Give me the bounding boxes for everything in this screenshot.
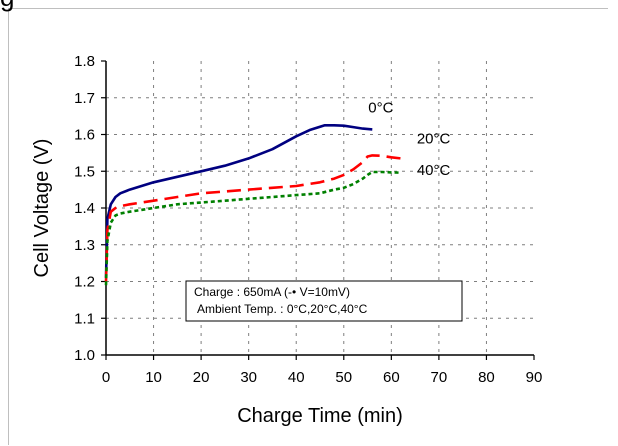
y-tick-label: 1.6 xyxy=(74,127,95,144)
y-tick-label: 1.2 xyxy=(74,274,95,291)
y-tick-labels: 1.0 1.1 1.2 1.3 1.4 1.5 1.6 1.7 1.8 xyxy=(74,53,95,364)
x-tick-label: 30 xyxy=(240,369,257,386)
series-line-3 xyxy=(104,170,401,286)
x-tick-label: 70 xyxy=(431,369,448,386)
x-tick-label: 0 xyxy=(102,369,110,386)
y-tick-label: 1.7 xyxy=(74,90,95,107)
x-tick-label: 50 xyxy=(335,369,352,386)
series-labels: 0°C 20°C 40°C xyxy=(368,99,450,178)
x-tick-labels: 0 10 20 30 40 50 60 70 80 90 xyxy=(102,369,543,386)
x-tick-label: 10 xyxy=(145,369,162,386)
gridlines xyxy=(106,61,534,355)
clipped-header-text: g xyxy=(0,0,14,13)
y-tick-label: 1.1 xyxy=(74,310,95,327)
series-label-3: 40°C xyxy=(417,162,451,179)
y-axis-title: Cell Voltage (V) xyxy=(31,139,53,278)
x-tick-label: 80 xyxy=(478,369,495,386)
y-tick-label: 1.3 xyxy=(74,237,95,254)
x-axis-title: Charge Time (min) xyxy=(237,405,403,427)
y-tick-label: 1.0 xyxy=(74,347,95,364)
frame-border xyxy=(8,8,608,445)
series-label-2: 20°C xyxy=(417,131,451,148)
series-line-1 xyxy=(104,124,373,278)
annotation-line-1: Charge : 650mA (-• V=10mV) xyxy=(194,285,350,299)
annotation-box: Charge : 650mA (-• V=10mV) Ambient Temp.… xyxy=(185,280,463,322)
axes xyxy=(101,60,535,360)
annotation-line-2: Ambient Temp. : 0°C,20°C,40°C xyxy=(197,302,368,316)
y-tick-label: 1.5 xyxy=(74,163,95,180)
x-tick-label: 20 xyxy=(193,369,210,386)
series-line-2 xyxy=(104,154,401,282)
y-tick-label: 1.4 xyxy=(74,200,95,217)
x-tick-label: 40 xyxy=(288,369,305,386)
x-tick-label: 60 xyxy=(383,369,400,386)
y-tick-label: 1.8 xyxy=(74,53,95,70)
series-label-1: 0°C xyxy=(368,99,393,116)
series-lines xyxy=(104,124,401,286)
x-tick-label: 90 xyxy=(526,369,543,386)
